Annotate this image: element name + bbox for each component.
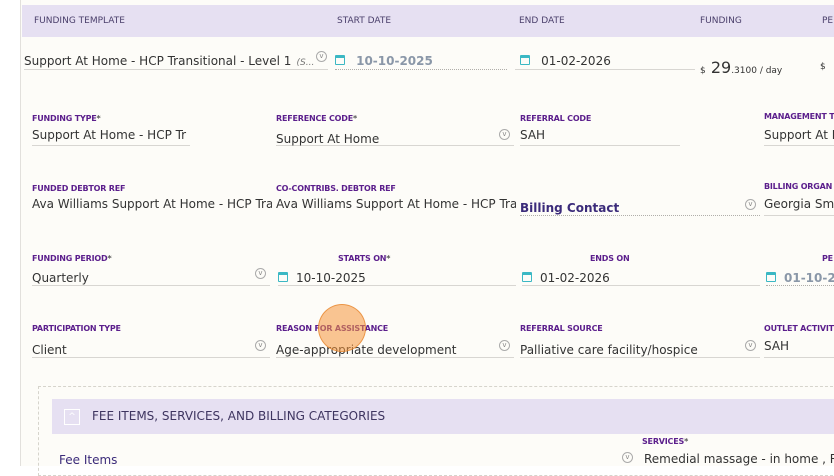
chevron-down-icon[interactable]: v (499, 129, 510, 140)
starts-on-field[interactable]: 10-10-2025 (278, 267, 516, 286)
chevron-down-icon[interactable]: v (255, 268, 266, 279)
referral-source-select[interactable]: Palliative care facility/hospice v (520, 339, 760, 358)
end-date-field[interactable]: 01-02-2026 (515, 50, 695, 70)
funding-template-select[interactable]: Support At Home - HCP Transitional - Lev… (24, 50, 328, 70)
chevron-down-icon[interactable]: v (255, 340, 266, 351)
billing-contact-value: Billing Contact (520, 201, 620, 215)
table-header: FUNDING TEMPLATE START DATE END DATE FUN… (22, 5, 834, 37)
participation-type-value: Client (32, 343, 67, 357)
referral-code-input[interactable]: SAH (520, 128, 680, 146)
col-funding-template: FUNDING TEMPLATE (34, 16, 125, 26)
calendar-icon[interactable] (520, 55, 530, 65)
cocontrib-debtor-input[interactable]: Ava Williams Support At Home - HCP Tra (276, 197, 516, 211)
section-header[interactable]: ^ FEE ITEMS, SERVICES, AND BILLING CATEG… (52, 399, 834, 434)
reference-code-select[interactable]: Support At Home v (276, 128, 514, 146)
start-date-field[interactable]: 10-10-2025 (335, 50, 507, 70)
management-label: MANAGEMENT T (764, 112, 834, 121)
funding-amount: $ 29.3100 / day (700, 58, 782, 77)
calendar-icon[interactable] (522, 272, 532, 282)
fee-items-link[interactable]: Fee Items (59, 453, 118, 467)
section-title: FEE ITEMS, SERVICES, AND BILLING CATEGOR… (92, 409, 386, 423)
col-period: PE (822, 16, 834, 26)
period-label: PE (822, 254, 833, 263)
end-date-value: 01-02-2026 (541, 54, 611, 68)
funded-debtor-label: FUNDED DEBTOR REF (32, 184, 126, 193)
outlet-activity-label: OUTLET ACTIVIT (764, 324, 834, 333)
funding-type-label: FUNDING TYPE* (32, 114, 101, 123)
referral-code-label: REFERRAL CODE (520, 114, 592, 123)
services-input[interactable]: Remedial massage - in home , Re (644, 452, 834, 466)
funding-fraction: .3100 / day (731, 66, 783, 76)
billing-contact-select[interactable]: Billing Contact v (520, 197, 760, 216)
start-date-value: 10-10-2025 (356, 54, 433, 68)
calendar-icon[interactable] (335, 55, 345, 65)
funding-template-suffix: (S... (296, 58, 315, 68)
col-funding: FUNDING (700, 16, 742, 26)
referral-source-value: Palliative care facility/hospice (520, 343, 698, 357)
ends-on-label: ENDS ON (590, 254, 630, 263)
management-input[interactable]: Support At I (764, 128, 834, 146)
referral-source-label: REFERRAL SOURCE (520, 324, 603, 333)
services-label: SERVICES* (642, 437, 689, 446)
period-value: 01-10-20 (784, 271, 834, 285)
ends-on-value: 01-02-2026 (540, 271, 610, 285)
reference-code-label: REFERENCE CODE* (276, 114, 357, 123)
billing-org-label: BILLING ORGAN (764, 182, 833, 191)
participation-type-label: PARTICIPATION TYPE (32, 324, 121, 333)
chevron-down-icon[interactable]: v (622, 452, 633, 463)
funding-whole: 29 (710, 58, 732, 77)
reference-code-value: Support At Home (276, 132, 380, 146)
cursor-highlight (318, 304, 366, 352)
funding-template-value: Support At Home - HCP Transitional - Lev… (24, 54, 292, 68)
participation-type-select[interactable]: Client v (32, 339, 270, 358)
form-page (20, 0, 834, 466)
outlet-activity-input[interactable]: SAH (764, 339, 834, 358)
starts-on-value: 10-10-2025 (296, 271, 366, 285)
chevron-down-icon[interactable]: v (499, 340, 510, 351)
funding-type-input[interactable]: Support At Home - HCP Tr (32, 128, 190, 146)
billing-org-input[interactable]: Georgia Sm (764, 197, 834, 216)
funding-period-value: Quarterly (32, 271, 89, 285)
col-start-date: START DATE (337, 16, 392, 26)
funded-debtor-input[interactable]: Ava Williams Support At Home - HCP Tra (32, 197, 272, 211)
reason-value: Age-appropriate development (276, 343, 457, 357)
chevron-down-icon[interactable]: v (745, 199, 756, 210)
chevron-down-icon[interactable]: v (316, 51, 327, 62)
funding-period-label: FUNDING PERIOD* (32, 254, 112, 263)
funding-period-select[interactable]: Quarterly v (32, 267, 270, 286)
chevron-down-icon[interactable]: v (745, 340, 756, 351)
col-end-date: END DATE (519, 16, 565, 26)
collapse-icon[interactable]: ^ (64, 409, 80, 425)
starts-on-label: STARTS ON* (338, 254, 391, 263)
reason-select[interactable]: Age-appropriate development v (276, 339, 514, 358)
period-field[interactable]: 01-10-20 (766, 267, 834, 286)
calendar-icon[interactable] (766, 272, 776, 282)
period-currency: $ (820, 62, 826, 72)
ends-on-field[interactable]: 01-02-2026 (522, 267, 760, 286)
currency-symbol: $ (700, 66, 706, 76)
cocontrib-debtor-label: CO-CONTRIBS. DEBTOR REF (276, 184, 396, 193)
calendar-icon[interactable] (278, 272, 288, 282)
